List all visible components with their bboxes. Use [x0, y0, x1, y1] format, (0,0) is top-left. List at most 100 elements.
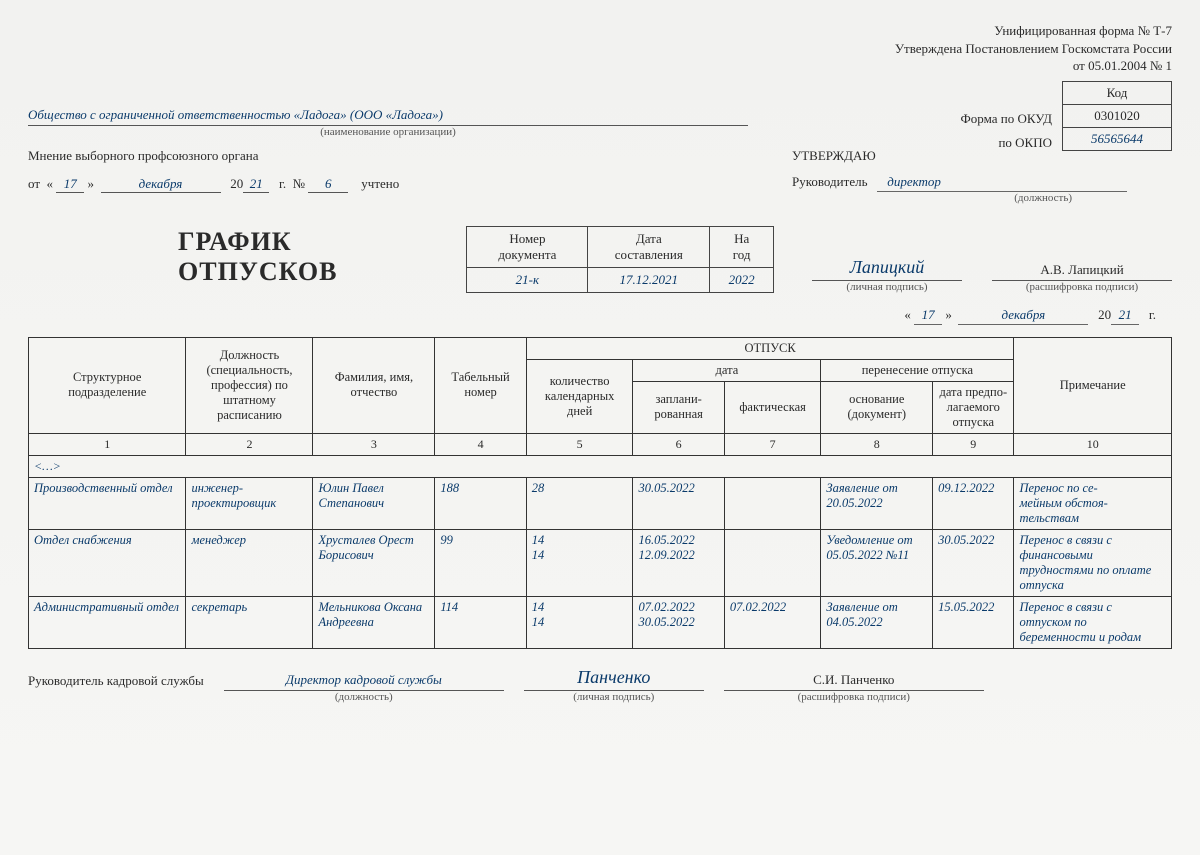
cell-note: Перенос в связи с финансовыми трудностям…: [1014, 529, 1172, 596]
opinion-date-line: от « 17 » декабря 2021 г. № 6 учтено: [28, 176, 399, 193]
cell-position: секретарь: [186, 596, 313, 648]
kod-head: Код: [1063, 81, 1172, 104]
th-planned: заплани- рованная: [633, 381, 724, 433]
cell-tabnum: 188: [435, 477, 526, 529]
cell-position: менеджер: [186, 529, 313, 596]
org-name: Общество с ограниченной ответственностью…: [28, 107, 748, 126]
footer-label: Руководитель кадровой службы: [28, 673, 204, 703]
th-transfer: перенесение отпуска: [821, 359, 1014, 381]
th-actual: фактическая: [724, 381, 821, 433]
approve-leader-row: Руководитель директор: [792, 174, 1172, 192]
th-note: Примечание: [1014, 337, 1172, 433]
table-row: Административный отделсекретарьМельников…: [29, 596, 1172, 648]
approve-year: 21: [1111, 307, 1139, 325]
approve-position: директор: [877, 174, 1127, 192]
cell-expected: 15.05.2022: [933, 596, 1014, 648]
approve-decipher: А.В. Лапицкий: [992, 262, 1172, 281]
approve-day: 17: [914, 307, 942, 325]
th-basis: основание (документ): [821, 381, 933, 433]
docnum-val1: 21-к: [467, 267, 588, 292]
cell-note: Перенос по се- мейным обстоя- тельствам: [1014, 477, 1172, 529]
opinion-approve-row: Мнение выборного профсоюзного органа от …: [28, 148, 1172, 204]
cell-name: Хрусталев Орест Борисович: [313, 529, 435, 596]
cell-actual: 07.02.2022: [724, 596, 821, 648]
th-days: количество календарных дней: [526, 359, 633, 433]
approve-sign-block: Лапицкий (личная подпись) А.В. Лапицкий …: [812, 257, 1172, 293]
cell-actual: [724, 477, 821, 529]
approve-date-line: « 17 » декабря 2021 г.: [28, 307, 1172, 325]
cell-name: Юлин Павел Степанович: [313, 477, 435, 529]
form-line-2: Утверждена Постановлением Госкомстата Ро…: [28, 40, 1172, 58]
approve-title: УТВЕРЖДАЮ: [792, 148, 1172, 164]
approve-signature: Лапицкий: [812, 257, 962, 281]
approve-block: УТВЕРЖДАЮ Руководитель директор (должнос…: [792, 148, 1172, 204]
cell-days: 14 14: [526, 596, 633, 648]
th-name: Фамилия, имя, отчество: [313, 337, 435, 433]
docnum-col1: Номер документа: [467, 226, 588, 267]
opinion-title: Мнение выборного профсоюзного органа: [28, 148, 399, 164]
th-tabnum: Табельный номер: [435, 337, 526, 433]
approve-signature-col: Лапицкий (личная подпись): [812, 257, 962, 293]
docnum-val3: 2022: [710, 267, 774, 292]
opinion-month: декабря: [101, 176, 221, 193]
footer-signature-sub: (личная подпись): [524, 691, 704, 703]
form-line-1: Унифицированная форма № Т-7: [28, 22, 1172, 40]
approve-signature-sub: (личная подпись): [812, 281, 962, 293]
footer-decipher-sub: (расшифровка подписи): [724, 691, 984, 703]
th-vacation: ОТПУСК: [526, 337, 1014, 359]
opinion-year-suffix: г.: [279, 176, 286, 191]
approve-month: декабря: [958, 307, 1088, 325]
okud-code: 0301020: [1063, 104, 1172, 127]
cell-basis: Уведомление от 05.05.2022 №11: [821, 529, 933, 596]
document-title: ГРАФИК ОТПУСКОВ: [28, 227, 448, 293]
footer-position: Директор кадровой службы: [224, 672, 504, 691]
cell-days: 14 14: [526, 529, 633, 596]
cell-note: Перенос в связи с отпуском по беременнос…: [1014, 596, 1172, 648]
org-sublabel: (наименование организации): [28, 126, 748, 138]
cell-actual: [724, 529, 821, 596]
footer-position-sub: (должность): [224, 691, 504, 703]
org-block: Общество с ограниченной ответственностью…: [28, 107, 748, 138]
cell-expected: 09.12.2022: [933, 477, 1014, 529]
approve-decipher-sub: (расшифровка подписи): [992, 281, 1172, 293]
form-id-block: Унифицированная форма № Т-7 Утверждена П…: [28, 22, 1172, 75]
cell-planned: 07.02.2022 30.05.2022: [633, 596, 724, 648]
approve-year-prefix: 20: [1098, 307, 1111, 322]
ellipsis-row: <…>: [29, 455, 1172, 477]
cell-basis: Заявление от 04.05.2022: [821, 596, 933, 648]
cell-expected: 30.05.2022: [933, 529, 1014, 596]
cell-planned: 16.05.2022 12.09.2022: [633, 529, 724, 596]
cell-dept: Производственный отдел: [29, 477, 186, 529]
cell-days: 28: [526, 477, 633, 529]
opinion-num-label: №: [293, 176, 305, 191]
th-date: дата: [633, 359, 821, 381]
okud-label: Форма по ОКУД: [961, 107, 1053, 131]
table-row: Отдел снабженияменеджерХрусталев Орест Б…: [29, 529, 1172, 596]
opinion-year: 21: [243, 176, 269, 193]
docnum-table: Номер документа Дата составления На год …: [466, 226, 774, 293]
code-table: Код 0301020 56565644: [1062, 81, 1172, 151]
code-labels: Форма по ОКУД по ОКПО: [961, 81, 1053, 155]
cell-dept: Административный отдел: [29, 596, 186, 648]
th-position: Должность (специальность, профессия) по …: [186, 337, 313, 433]
cell-position: инженер-проектировщик: [186, 477, 313, 529]
docnum-col3: На год: [710, 226, 774, 267]
approve-leader-label: Руководитель: [792, 174, 868, 189]
opinion-year-prefix: 20: [230, 176, 243, 191]
title-row: ГРАФИК ОТПУСКОВ Номер документа Дата сос…: [28, 226, 1172, 293]
column-numbers: 12345678910: [29, 433, 1172, 455]
opinion-accounted: учтено: [361, 176, 399, 191]
footer-decipher: С.И. Панченко: [724, 672, 984, 691]
approve-year-suffix: г.: [1149, 307, 1156, 322]
approve-decipher-col: А.В. Лапицкий (расшифровка подписи): [992, 262, 1172, 293]
cell-tabnum: 99: [435, 529, 526, 596]
cell-planned: 30.05.2022: [633, 477, 724, 529]
opinion-from: от: [28, 176, 40, 191]
document-page: Унифицированная форма № Т-7 Утверждена П…: [0, 0, 1200, 855]
cell-dept: Отдел снабжения: [29, 529, 186, 596]
footer-sign-row: Руководитель кадровой службы Директор ка…: [28, 667, 1172, 703]
vacation-table: Структурное подразделение Должность (спе…: [28, 337, 1172, 649]
opinion-day: 17: [56, 176, 84, 193]
th-dept: Структурное подразделение: [29, 337, 186, 433]
form-line-3: от 05.01.2004 № 1: [28, 57, 1172, 75]
